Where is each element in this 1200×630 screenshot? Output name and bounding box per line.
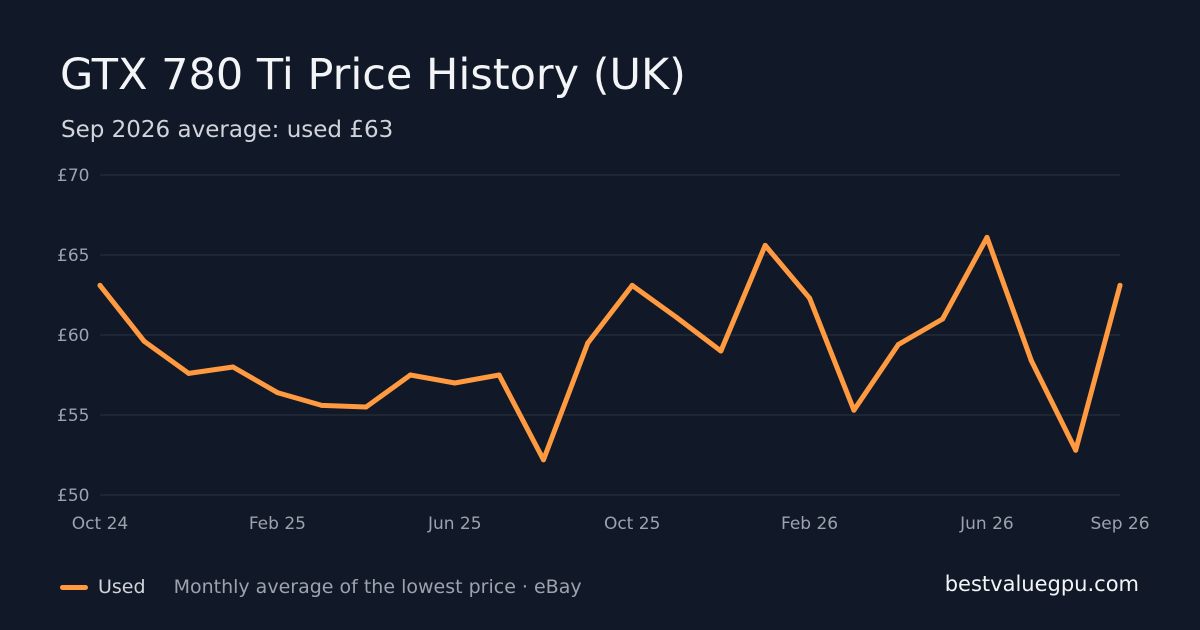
source-note: Monthly average of the lowest price · eB… — [173, 576, 582, 598]
chart-title: GTX 780 Ti Price History (UK) — [60, 50, 686, 100]
chart-subtitle: Sep 2026 average: used £63 — [61, 117, 394, 143]
data-point — [629, 282, 635, 288]
data-point — [718, 348, 724, 354]
legend: Used Monthly average of the lowest price… — [60, 573, 582, 601]
y-tick-label: £70 — [57, 166, 89, 186]
series-lines — [97, 234, 1123, 463]
data-point — [319, 402, 325, 408]
data-point — [940, 316, 946, 322]
y-tick-label: £55 — [57, 406, 89, 426]
x-tick-label: Jun 25 — [427, 514, 482, 534]
data-point — [585, 340, 591, 346]
data-point — [230, 364, 236, 370]
data-point — [807, 295, 813, 301]
data-point — [407, 372, 413, 378]
x-tick-label: Jun 26 — [959, 514, 1014, 534]
series-line-used — [97, 234, 1123, 463]
legend-label-used: Used — [98, 576, 146, 598]
data-point — [274, 390, 280, 396]
y-tick-label: £60 — [57, 326, 89, 346]
data-point — [540, 457, 546, 463]
x-tick-label: Feb 25 — [249, 514, 306, 534]
data-point — [895, 342, 901, 348]
y-tick-label: £65 — [57, 246, 89, 266]
data-point — [1028, 358, 1034, 364]
data-point — [363, 404, 369, 410]
x-tick-label: Feb 26 — [781, 514, 838, 534]
y-axis-labels: £50 £55 £60 £65 £70 — [57, 166, 89, 506]
data-point — [97, 282, 103, 288]
x-axis-labels: Oct 24 Feb 25 Jun 25 Oct 25 Feb 26 Jun 26 Sep … — [72, 514, 1150, 534]
data-point — [851, 407, 857, 413]
x-tick-label: Oct 24 — [72, 514, 128, 534]
data-point — [186, 370, 192, 376]
data-point — [1117, 282, 1123, 288]
data-point — [1073, 447, 1079, 453]
gridlines — [100, 174, 1120, 496]
data-point — [141, 338, 147, 344]
data-point — [984, 234, 990, 240]
data-point — [496, 372, 502, 378]
brand-link[interactable]: bestvaluegpu.com — [944, 572, 1139, 596]
x-tick-label: Oct 25 — [604, 514, 660, 534]
data-point — [762, 242, 768, 248]
x-tick-label: Sep 26 — [1090, 514, 1149, 534]
legend-swatch-used — [60, 584, 88, 590]
y-tick-label: £50 — [57, 486, 89, 506]
data-point — [452, 380, 458, 386]
data-point — [674, 314, 680, 320]
